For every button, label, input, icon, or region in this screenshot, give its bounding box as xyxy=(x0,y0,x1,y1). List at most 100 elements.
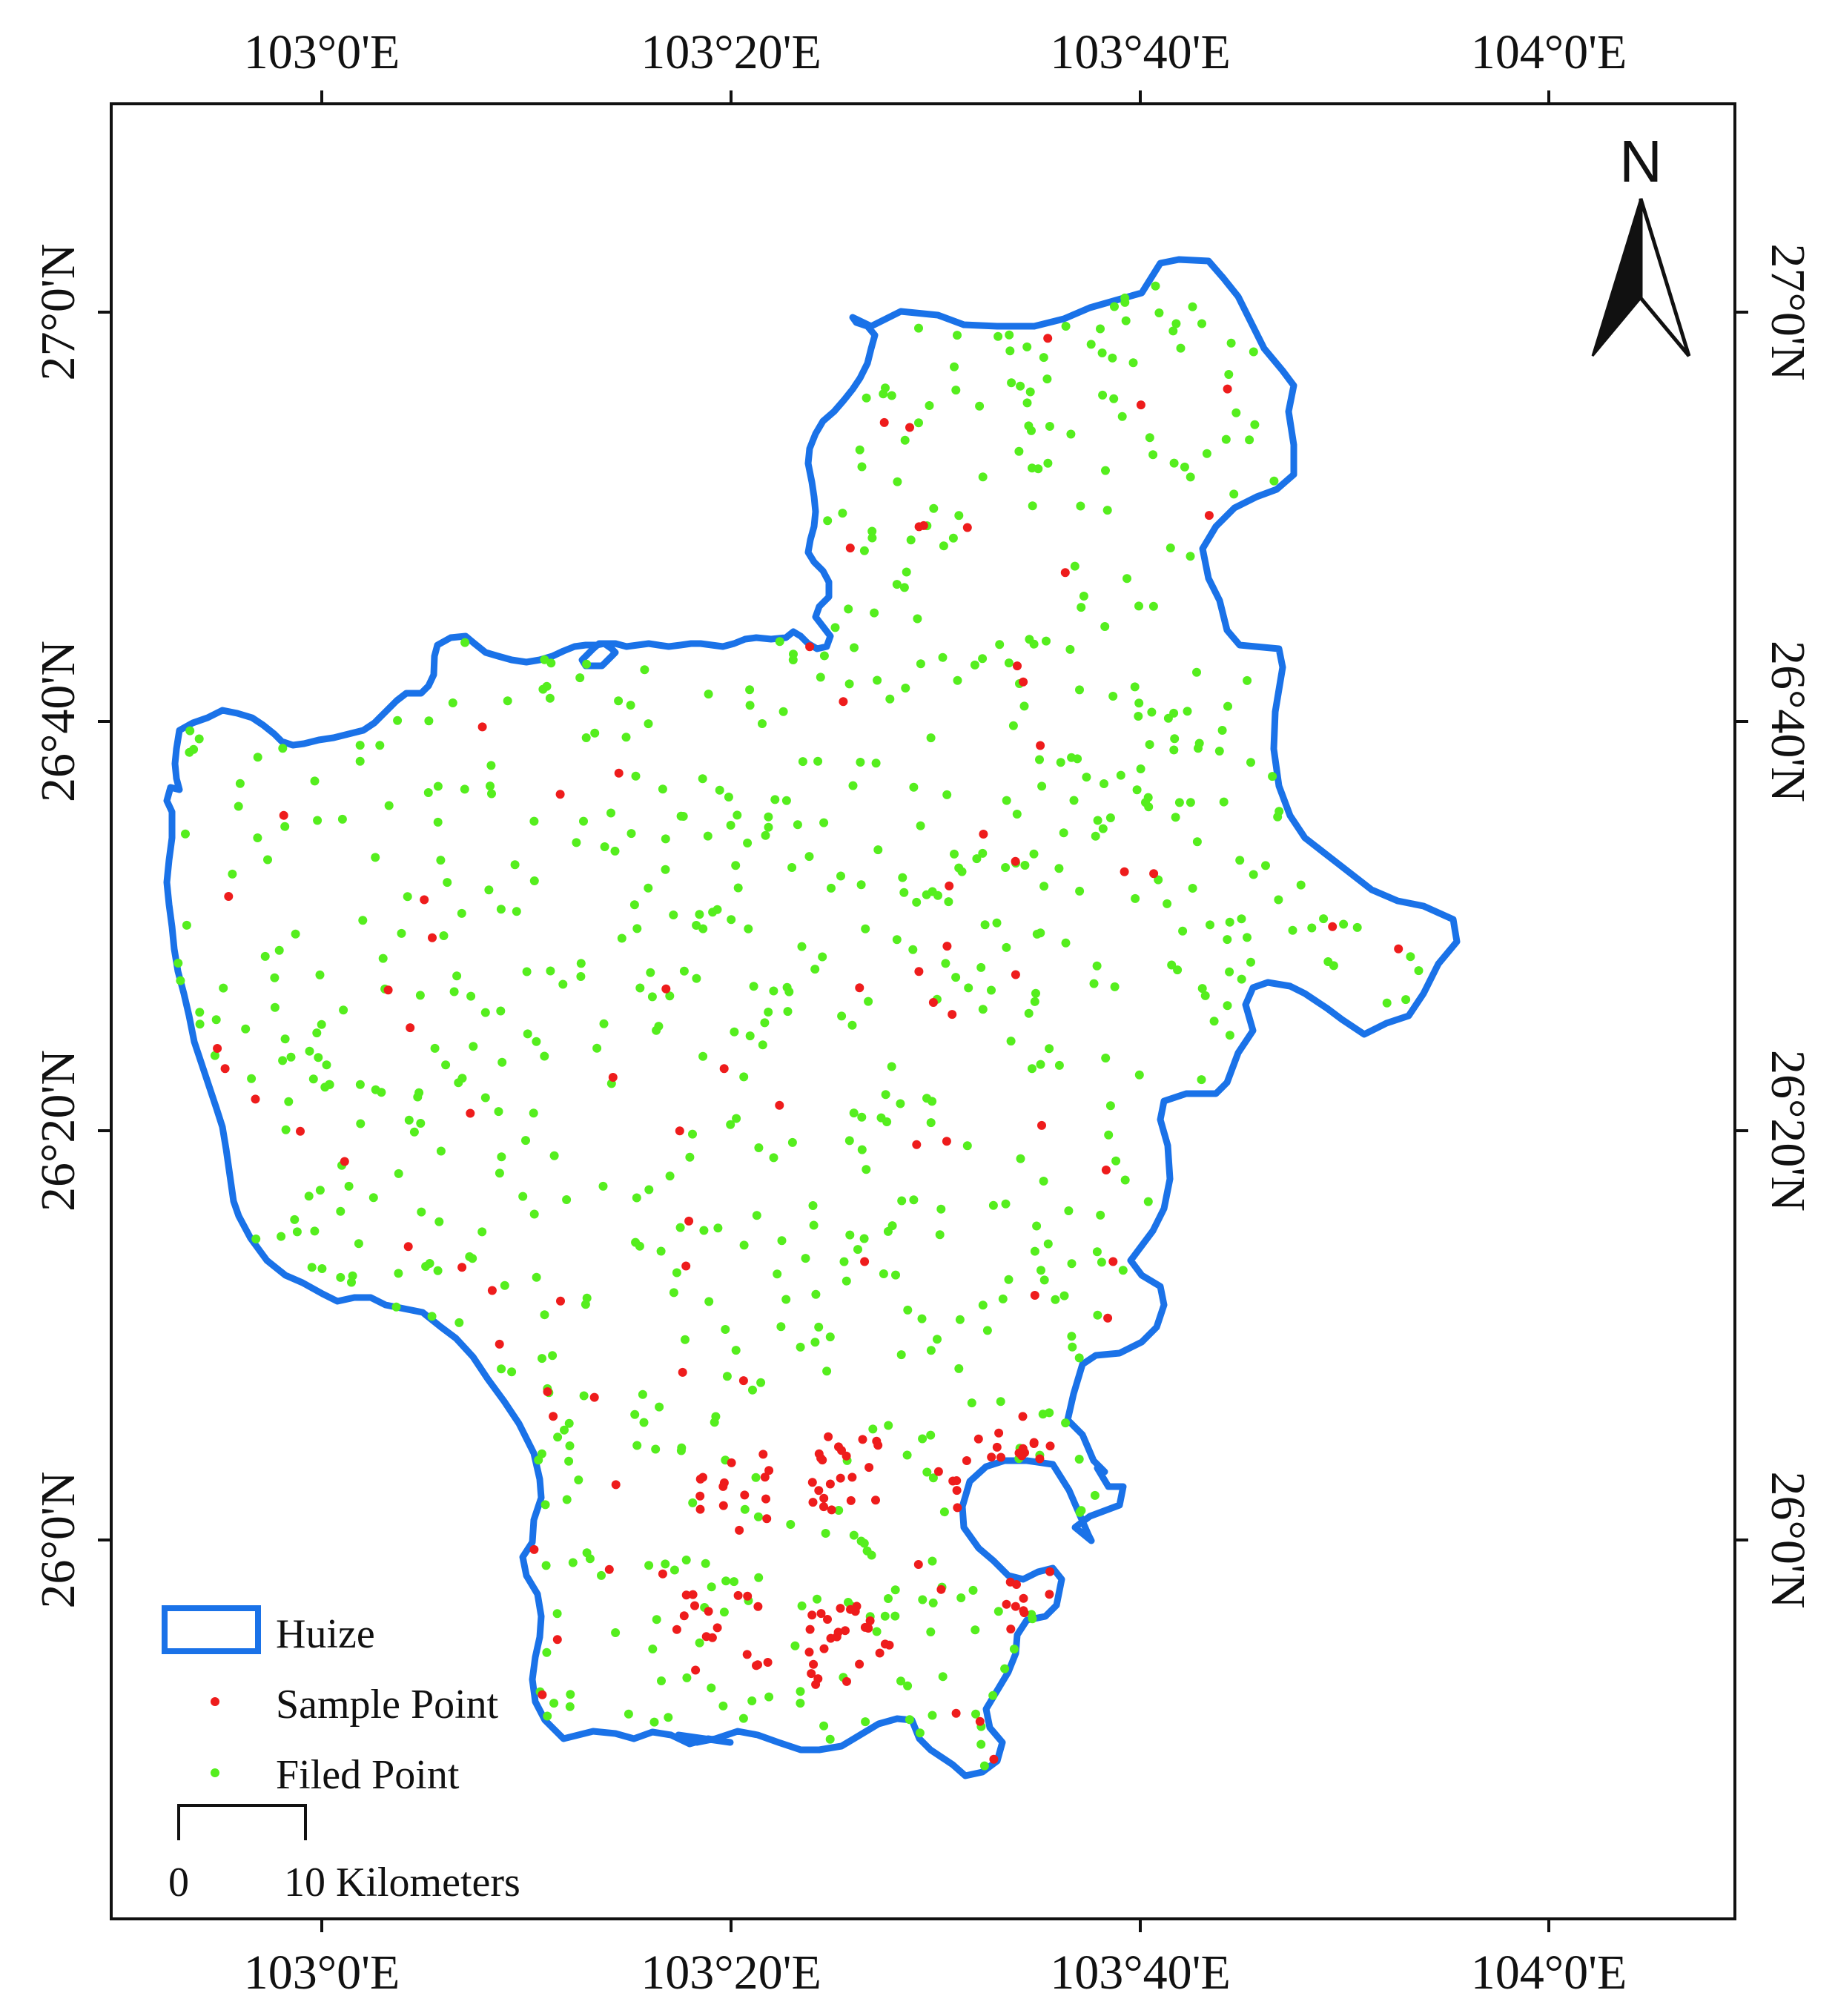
sample-point xyxy=(948,1010,957,1019)
field-point xyxy=(417,1207,426,1217)
sample-point xyxy=(611,1480,621,1490)
field-point xyxy=(752,1211,761,1220)
field-point xyxy=(764,1008,773,1017)
field-point xyxy=(1009,1645,1019,1654)
sample-point xyxy=(762,1514,772,1524)
field-point xyxy=(1229,489,1239,499)
field-point xyxy=(1014,446,1024,456)
lon-label-bottom: 104°0'E xyxy=(1471,1946,1627,2000)
field-point xyxy=(1200,991,1210,1000)
field-point xyxy=(358,916,368,925)
field-point xyxy=(1064,1206,1074,1215)
field-point xyxy=(862,1165,871,1174)
field-point xyxy=(1075,685,1084,695)
lat-label-right: 26°40'N xyxy=(1761,641,1815,802)
sample-point xyxy=(1103,1313,1113,1323)
sample-point xyxy=(690,1601,699,1610)
field-point xyxy=(1076,501,1085,511)
sample-point xyxy=(688,1590,698,1599)
sample-point xyxy=(855,1659,864,1669)
lon-label-top: 104°0'E xyxy=(1471,25,1627,79)
sample-point xyxy=(466,1108,475,1118)
field-point xyxy=(1339,919,1349,929)
sample-point xyxy=(807,1478,817,1487)
field-point xyxy=(1022,398,1032,408)
sample-point xyxy=(742,1650,752,1659)
field-point xyxy=(1029,849,1039,859)
sample-point xyxy=(661,984,671,994)
field-point xyxy=(543,1711,552,1721)
field-point xyxy=(307,1263,317,1272)
field-point xyxy=(1243,933,1252,942)
sample-point xyxy=(1013,661,1022,671)
field-point xyxy=(704,690,713,699)
field-point xyxy=(892,935,902,945)
field-point xyxy=(1105,813,1115,822)
field-point xyxy=(630,1409,640,1419)
field-point xyxy=(1016,1154,1025,1163)
field-point xyxy=(486,781,495,791)
field-point xyxy=(942,790,952,799)
field-point xyxy=(816,672,825,682)
field-point xyxy=(1274,807,1284,816)
sample-point xyxy=(804,1647,814,1657)
field-point xyxy=(1231,408,1241,417)
field-point xyxy=(1166,543,1175,552)
field-point xyxy=(1148,450,1158,460)
field-point xyxy=(962,1141,972,1151)
field-point xyxy=(277,1232,286,1241)
field-point xyxy=(890,1585,900,1595)
north-arrow-right-half xyxy=(1639,198,1691,357)
field-point xyxy=(987,985,996,995)
field-point xyxy=(1382,998,1392,1008)
field-point xyxy=(325,1080,334,1089)
field-point xyxy=(644,719,653,729)
field-point xyxy=(611,1628,621,1637)
field-point xyxy=(507,1367,517,1377)
field-point xyxy=(810,965,820,974)
field-point xyxy=(1141,798,1150,807)
sample-point xyxy=(860,1257,870,1266)
field-point xyxy=(234,802,243,811)
field-point xyxy=(480,1008,490,1017)
sample-point xyxy=(1002,1599,1011,1609)
field-point xyxy=(572,838,581,847)
field-point xyxy=(864,997,873,1006)
field-point xyxy=(916,821,925,830)
field-point xyxy=(368,1193,378,1203)
field-point xyxy=(938,1672,948,1682)
field-point xyxy=(899,583,909,592)
field-point xyxy=(822,1366,832,1376)
north-label: N xyxy=(1619,128,1662,194)
field-point xyxy=(512,907,521,916)
field-point xyxy=(971,1709,980,1719)
field-point xyxy=(574,1475,583,1484)
field-point xyxy=(644,1185,654,1194)
field-point xyxy=(1188,302,1197,311)
sample-point xyxy=(805,1625,815,1634)
field-point xyxy=(1223,701,1232,711)
sample-point xyxy=(987,1452,996,1462)
field-point xyxy=(529,876,539,885)
field-point xyxy=(993,1607,1003,1616)
field-point xyxy=(497,1057,507,1067)
field-point xyxy=(632,1193,641,1203)
field-point xyxy=(640,665,649,675)
field-point xyxy=(469,1042,478,1051)
sample-point xyxy=(719,1064,729,1074)
field-point xyxy=(721,1325,730,1334)
field-point xyxy=(652,1615,661,1625)
field-point xyxy=(576,972,586,981)
field-point xyxy=(1022,342,1032,351)
field-point xyxy=(414,1088,424,1097)
field-point xyxy=(819,818,829,827)
field-point xyxy=(581,733,591,742)
lon-label-bottom: 103°40'E xyxy=(1050,1946,1231,2000)
field-point xyxy=(730,1027,739,1037)
field-point xyxy=(713,1223,723,1233)
field-point xyxy=(521,1136,530,1146)
sample-point xyxy=(953,1503,962,1513)
field-point xyxy=(850,643,859,652)
sample-point xyxy=(823,1615,832,1624)
field-point xyxy=(1194,738,1204,748)
